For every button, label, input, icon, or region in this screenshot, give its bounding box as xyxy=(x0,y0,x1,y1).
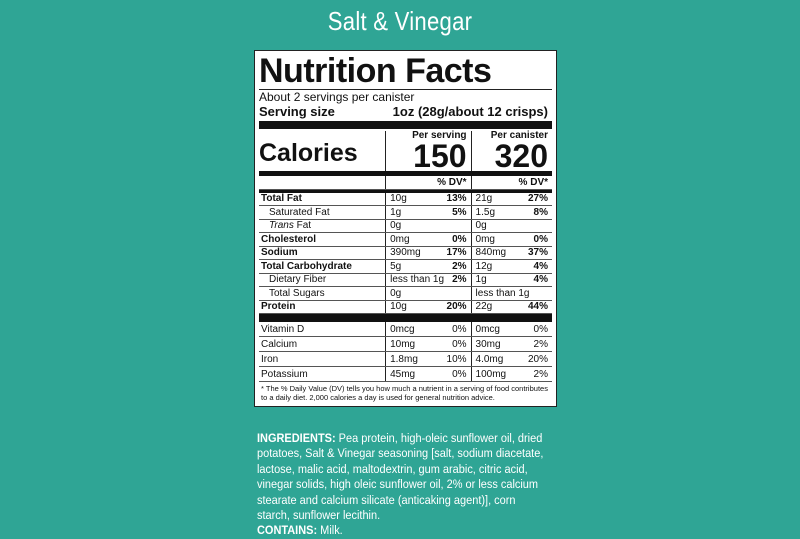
nutrient-row: Dietary Fiber less than 1g 2% 1g 4% xyxy=(259,273,552,287)
nutrient-row: Total Sugars 0g less than 1g xyxy=(259,287,552,301)
nutrient-name: Protein xyxy=(261,301,296,313)
per-canister-label: Per canister xyxy=(490,130,548,141)
nutrient-name: Iron xyxy=(261,353,279,365)
amount-canister: 30mg xyxy=(475,338,501,350)
dv-serving: 2% xyxy=(452,260,467,272)
calories-row: Calories Per serving 150 Per canister 320 xyxy=(259,129,552,174)
amount-canister: 1.5g xyxy=(475,206,496,218)
nutrient-row: Protein 10g 20% 22g 44% xyxy=(259,300,552,314)
amount-canister: 12g xyxy=(475,260,493,272)
nutrients-table: Total Fat 10g 13% 21g 27% Saturated Fat 1g 5… xyxy=(259,192,552,314)
nutrient-name: Calcium xyxy=(261,338,298,350)
amount-serving: 0mg xyxy=(390,233,410,245)
amount-serving: 1g xyxy=(390,206,402,218)
dv-serving: 13% xyxy=(446,193,467,205)
nutrient-name: Total Sugars xyxy=(269,287,325,299)
nutrient-name: Total Carbohydrate xyxy=(261,260,352,272)
amount-canister: 100mg xyxy=(475,368,507,380)
amount-serving: 45mg xyxy=(390,368,416,380)
amount-canister: 4.0mg xyxy=(475,353,504,365)
label-heading: Nutrition Facts xyxy=(259,52,492,90)
dv-serving: 0% xyxy=(452,323,467,335)
product-title: Salt & Vinegar xyxy=(327,6,473,36)
ingredients-label: INGREDIENTS: xyxy=(257,431,336,445)
nutrient-row: Trans Fat 0g 0g xyxy=(259,219,552,233)
dv-canister: 8% xyxy=(533,206,548,218)
dv-serving: 17% xyxy=(446,247,467,259)
amount-canister: 0mg xyxy=(475,233,495,245)
dv-header-serving: % DV* xyxy=(437,176,467,188)
amount-serving: 0g xyxy=(390,287,402,299)
nutrient-row: Vitamin D 0mcg 0% 0mcg 0% xyxy=(259,322,552,337)
calories-per-serving: 150 xyxy=(413,138,467,174)
nutrient-name: Vitamin D xyxy=(261,323,305,335)
dv-canister: 20% xyxy=(527,353,548,365)
amount-canister: 22g xyxy=(475,301,493,313)
nutrient-name: Potassium xyxy=(261,368,308,380)
nutrient-row: Iron 1.8mg 10% 4.0mg 20% xyxy=(259,352,552,367)
contains-text: Milk. xyxy=(317,523,343,538)
nutrient-row: Calcium 10mg 0% 30mg 2% xyxy=(259,337,552,352)
dv-header-canister: % DV* xyxy=(518,176,548,188)
amount-canister: 840mg xyxy=(475,247,507,259)
serving-size-row: Serving size 1oz (28g/about 12 crisps) xyxy=(259,104,552,119)
dv-serving: 2% xyxy=(452,274,467,286)
nutrient-row: Sodium 390mg 17% 840mg 37% xyxy=(259,246,552,260)
amount-canister: 21g xyxy=(475,193,493,205)
nutrient-row: Total Carbohydrate 5g 2% 12g 4% xyxy=(259,260,552,274)
dv-canister: 27% xyxy=(527,193,548,205)
dv-serving: 0% xyxy=(452,233,467,245)
nutrient-row: Cholesterol 0mg 0% 0mg 0% xyxy=(259,233,552,247)
nutrient-name: Cholesterol xyxy=(261,233,317,245)
nutrient-row: Potassium 45mg 0% 100mg 2% xyxy=(259,367,552,382)
amount-canister: 1g xyxy=(475,274,487,286)
dv-canister: 4% xyxy=(533,260,548,272)
nutrient-name: Trans Fat xyxy=(269,220,312,232)
per-serving-label: Per serving xyxy=(412,130,467,141)
amount-serving: 10g xyxy=(390,301,407,313)
nutrient-name: Total Fat xyxy=(261,193,302,205)
calories-label: Calories xyxy=(259,139,358,167)
dv-serving: 20% xyxy=(446,301,467,313)
amount-canister: less than 1g xyxy=(475,287,530,299)
dv-canister: 0% xyxy=(533,233,548,245)
dv-serving: 0% xyxy=(452,368,467,380)
amount-serving: 390mg xyxy=(390,247,421,259)
vitamins-table: Vitamin D 0mcg 0% 0mcg 0% Calcium 10mg 0% 30… xyxy=(259,322,552,382)
nutrient-name: Sodium xyxy=(261,247,298,259)
amount-serving: 0g xyxy=(390,220,402,232)
dv-serving: 0% xyxy=(452,338,467,350)
dv-serving: 10% xyxy=(446,353,467,365)
ingredients-text: Pea protein, high-oleic sunflower oil, d… xyxy=(257,431,544,523)
nutrient-row: Total Fat 10g 13% 21g 27% xyxy=(259,192,552,206)
servings-per-container: About 2 servings per canister xyxy=(259,90,415,104)
nutrient-name: Dietary Fiber xyxy=(269,274,327,286)
amount-serving: 1.8mg xyxy=(390,353,418,365)
amount-serving: 10mg xyxy=(390,338,416,350)
dv-canister: 44% xyxy=(527,301,548,313)
serving-size-value: 1oz (28g/about 12 crisps) xyxy=(392,104,548,119)
amount-serving: 10g xyxy=(390,193,407,205)
nutrient-row: Saturated Fat 1g 5% 1.5g 8% xyxy=(259,206,552,220)
ingredients-section: INGREDIENTS: Pea protein, high-oleic sun… xyxy=(257,431,545,539)
dv-canister: 0% xyxy=(533,323,548,335)
footnote: * The % Daily Value (DV) tells you how m… xyxy=(261,384,548,402)
serving-size-label: Serving size xyxy=(259,104,335,119)
nutrition-facts-label: Nutrition Facts About 2 servings per can… xyxy=(254,50,557,407)
dv-canister: 2% xyxy=(533,338,548,350)
nutrient-name: Saturated Fat xyxy=(269,206,330,218)
amount-serving: 0mcg xyxy=(390,323,415,335)
contains-label: CONTAINS: xyxy=(257,523,318,538)
dv-canister: 4% xyxy=(533,274,548,286)
dv-canister: 37% xyxy=(527,247,548,259)
amount-canister: 0mcg xyxy=(475,323,500,335)
dv-header-row: % DV* % DV* xyxy=(259,176,552,190)
amount-serving: 5g xyxy=(390,260,402,272)
dv-serving: 5% xyxy=(452,206,467,218)
amount-serving: less than 1g xyxy=(390,274,445,286)
calories-per-canister: 320 xyxy=(494,138,548,174)
dv-canister: 2% xyxy=(533,368,548,380)
amount-canister: 0g xyxy=(475,220,487,232)
